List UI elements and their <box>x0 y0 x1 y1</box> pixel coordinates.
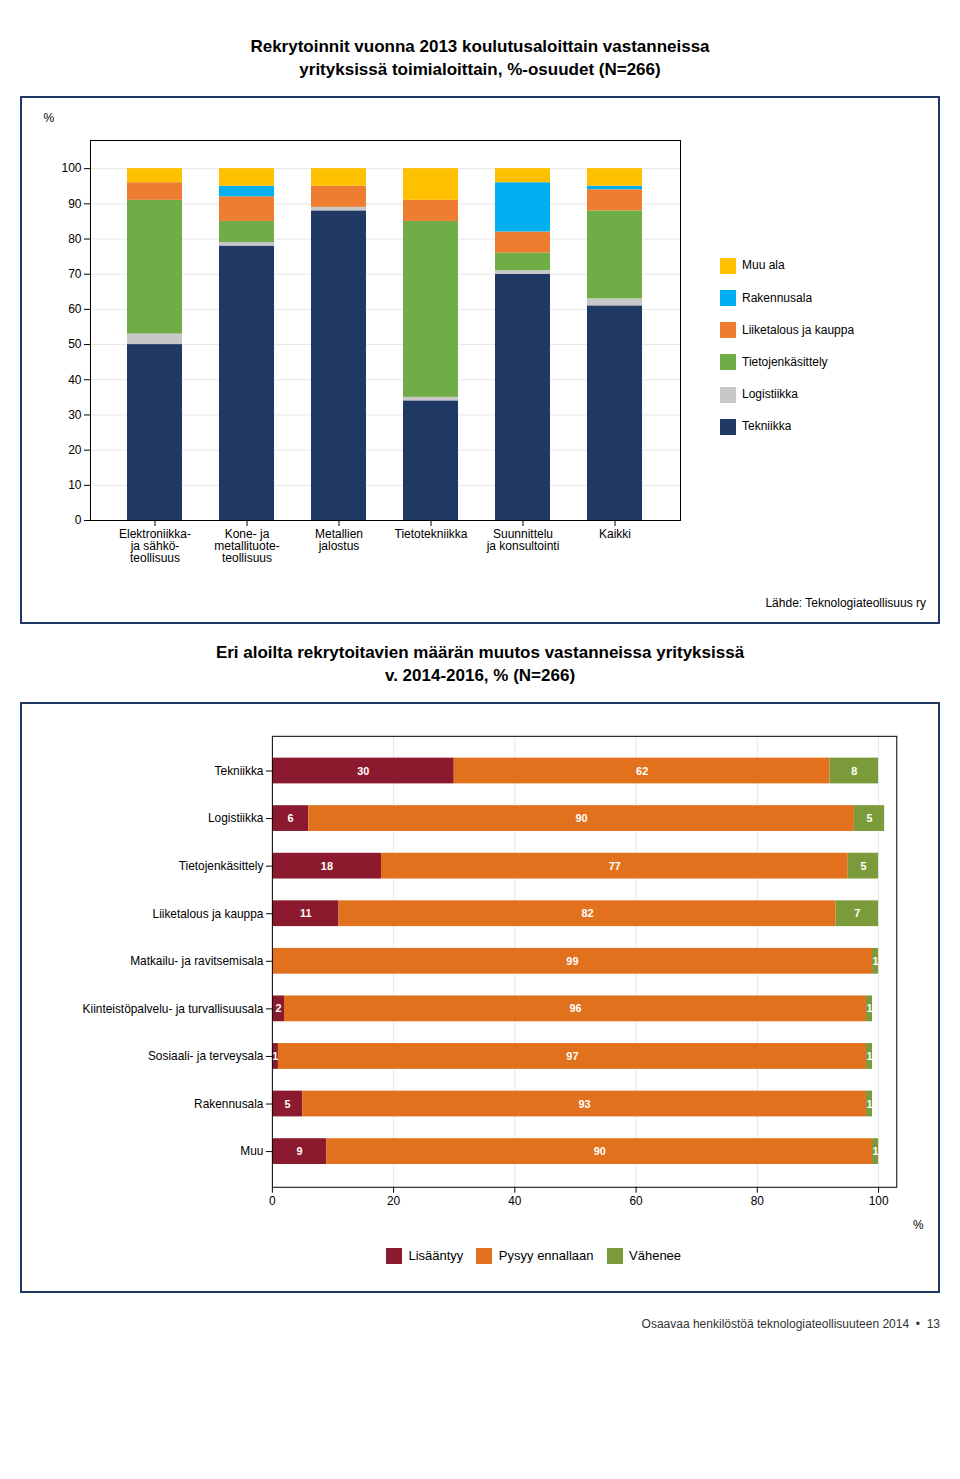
svg-text:Liiketalous ja kauppa: Liiketalous ja kauppa <box>153 906 264 920</box>
svg-text:82: 82 <box>582 907 594 919</box>
html-text:Rakennusala: Rakennusala <box>742 290 813 305</box>
svg-text:100: 100 <box>869 1193 889 1207</box>
svg-text:30: 30 <box>357 764 369 776</box>
svg-text:Kiinteistöpalvelu- ja turvalli: Kiinteistöpalvelu- ja turvallisuusala <box>83 1001 264 1015</box>
svg-text:11: 11 <box>300 907 312 919</box>
svg-text:%: % <box>44 111 55 125</box>
html-text:Vähenee: Vähenee <box>629 1248 682 1264</box>
svg-text:80: 80 <box>751 1193 765 1207</box>
svg-text:Sosiaali- ja terveysala: Sosiaali- ja terveysala <box>148 1049 264 1063</box>
svg-text:Tietojenkäsittely: Tietojenkäsittely <box>179 859 264 873</box>
svg-text:62: 62 <box>636 764 648 776</box>
svg-text:Kone- jametallituote-teollisuu: Kone- jametallituote-teollisuus <box>214 527 279 565</box>
svg-text:Tekniikka: Tekniikka <box>215 764 264 778</box>
svg-text:40: 40 <box>508 1193 522 1207</box>
svg-text:18: 18 <box>321 859 333 871</box>
svg-text:Elektroniikka-ja sähkö-teollis: Elektroniikka-ja sähkö-teollisuus <box>119 527 191 565</box>
html-text:Muu ala: Muu ala <box>742 258 785 273</box>
svg-text:90: 90 <box>594 1145 606 1157</box>
svg-text:1: 1 <box>873 1145 879 1157</box>
svg-text:93: 93 <box>578 1097 590 1109</box>
svg-text:60: 60 <box>629 1193 643 1207</box>
html-text:Rekrytoinnit vuonna 2013 koulu: Rekrytoinnit vuonna 2013 koulutusaloitta… <box>250 37 710 79</box>
svg-text:0: 0 <box>269 1193 276 1207</box>
svg-text:6: 6 <box>288 812 294 824</box>
svg-text:Rakennusala: Rakennusala <box>194 1097 264 1111</box>
html-text:Liiketalous ja kauppa: Liiketalous ja kauppa <box>742 322 855 337</box>
svg-text:96: 96 <box>569 1002 581 1014</box>
svg-text:1: 1 <box>873 955 879 967</box>
svg-text:60: 60 <box>68 302 82 316</box>
svg-text:Tietotekniikka: Tietotekniikka <box>395 527 468 541</box>
svg-text:30: 30 <box>68 408 82 422</box>
html-text:Lisääntyy: Lisääntyy <box>408 1248 464 1264</box>
svg-text:1: 1 <box>866 1002 872 1014</box>
html-text:Eri aloilta rekrytoitavien mää: Eri aloilta rekrytoitavien määrän muutos… <box>215 642 745 685</box>
svg-text:70: 70 <box>68 267 82 281</box>
svg-text:10: 10 <box>68 478 82 492</box>
svg-text:Logistiikka: Logistiikka <box>208 811 264 825</box>
svg-text:5: 5 <box>860 859 866 871</box>
svg-text:77: 77 <box>609 859 621 871</box>
svg-text:90: 90 <box>68 197 82 211</box>
svg-text:20: 20 <box>387 1193 401 1207</box>
svg-text:20: 20 <box>68 443 82 457</box>
svg-text:Metallienjalostus: Metallienjalostus <box>315 527 363 553</box>
svg-text:90: 90 <box>575 812 587 824</box>
svg-text:50: 50 <box>68 337 82 351</box>
svg-text:0: 0 <box>75 513 82 527</box>
svg-text:8: 8 <box>851 764 857 776</box>
svg-text:97: 97 <box>566 1050 578 1062</box>
svg-text:40: 40 <box>68 372 82 386</box>
svg-text:5: 5 <box>866 812 872 824</box>
svg-text:1: 1 <box>866 1097 872 1109</box>
svg-text:%: % <box>913 1218 924 1231</box>
html-text:Logistiikka: Logistiikka <box>742 387 798 402</box>
svg-text:5: 5 <box>284 1097 290 1109</box>
svg-text:1: 1 <box>866 1050 872 1062</box>
html-text:Tekniikka: Tekniikka <box>742 419 792 434</box>
svg-text:80: 80 <box>68 232 82 246</box>
svg-text:2: 2 <box>275 1002 281 1014</box>
svg-text:1: 1 <box>272 1050 278 1062</box>
svg-text:99: 99 <box>566 955 578 967</box>
svg-text:Suunnitteluja konsultointi: Suunnitteluja konsultointi <box>486 527 560 553</box>
svg-text:Kaikki: Kaikki <box>599 527 631 541</box>
html-text:Osaavaa henkilöstöä teknologia: Osaavaa henkilöstöä teknologiateollisuut… <box>641 1316 940 1331</box>
svg-text:100: 100 <box>61 161 81 175</box>
svg-text:Muu: Muu <box>240 1144 263 1158</box>
html-text:Tietojenkäsittely: Tietojenkäsittely <box>742 354 828 369</box>
svg-text:9: 9 <box>297 1145 303 1157</box>
html-text:Lähde: Teknologiateollisuus ry: Lähde: Teknologiateollisuus ry <box>765 595 926 610</box>
html-text:Pysyy ennallaan: Pysyy ennallaan <box>498 1248 594 1264</box>
svg-text:Matkailu- ja ravitsemisala: Matkailu- ja ravitsemisala <box>130 954 264 968</box>
svg-text:7: 7 <box>854 907 860 919</box>
